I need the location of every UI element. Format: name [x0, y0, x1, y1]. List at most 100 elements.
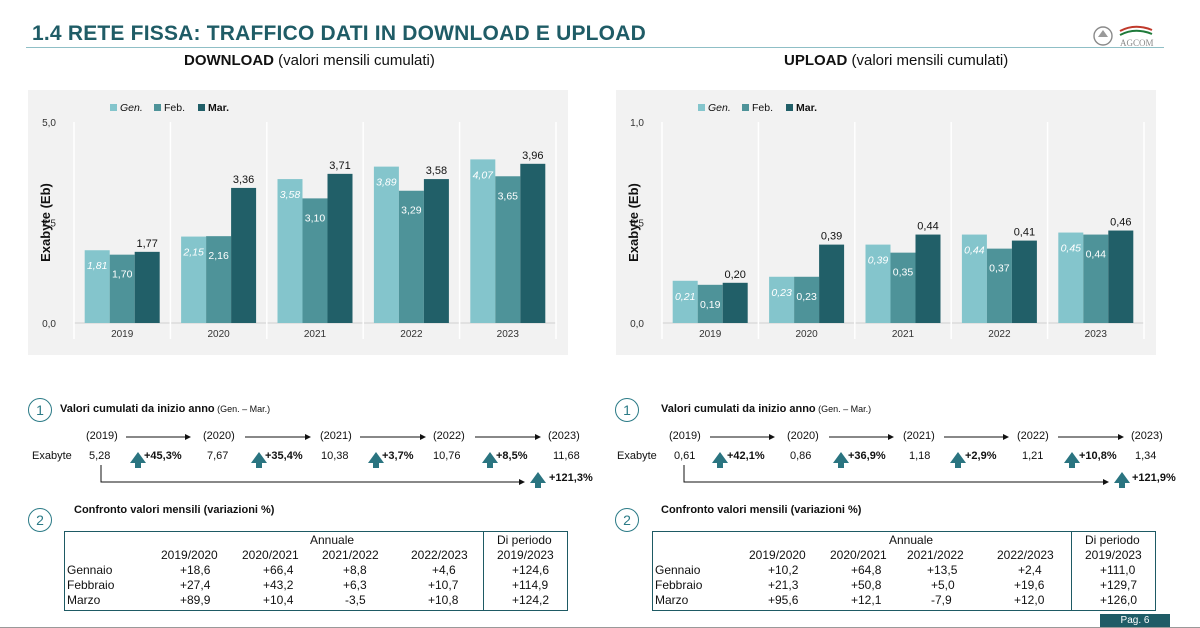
bar-mar-2022 [1011, 240, 1037, 323]
table-cell: +111,0 [1100, 563, 1136, 577]
table-cell: +124,2 [512, 593, 550, 607]
col-header: 2021/2022 [322, 548, 379, 562]
table-cell: +10,8 [428, 593, 459, 607]
table-cell: +12,0 [1014, 593, 1045, 607]
bar-feb-2022 [398, 190, 424, 323]
data-label: 0,45 [1061, 243, 1082, 255]
bar-feb-2022 [986, 248, 1012, 323]
bar-feb-2020 [794, 276, 820, 323]
table-cell: +95,6 [768, 593, 799, 607]
x-tick-label: 2022 [400, 329, 423, 340]
flow-year: (2021) [320, 430, 352, 442]
legend-swatch [154, 104, 161, 111]
flow-value: 10,76 [433, 450, 461, 462]
flow-change: +2,9% [965, 450, 997, 462]
data-label: 3,58 [426, 165, 447, 177]
bar-mar-2019 [722, 282, 748, 323]
data-label: 0,44 [917, 221, 938, 233]
up-arrow-icon [130, 452, 146, 468]
table-cell: +114,9 [512, 578, 549, 592]
upload-section-2-title: Confronto valori mensili (variazioni %) [661, 504, 862, 516]
data-label: 2,16 [208, 250, 229, 262]
row-label: Marzo [655, 593, 689, 607]
flow-value: 0,86 [790, 450, 812, 462]
up-arrow-icons [712, 452, 1130, 488]
bar-gen-2020 [181, 236, 207, 323]
table-cell: +5,0 [931, 578, 955, 592]
legend-swatch [110, 104, 117, 111]
section-1-subtitle: (Gen. – Mar.) [214, 404, 271, 414]
data-label: 1,70 [112, 269, 133, 281]
data-label: 4,07 [473, 169, 495, 181]
x-tick-label: 2022 [988, 329, 1011, 340]
up-arrow-icon [251, 452, 267, 468]
up-arrow-icon [482, 452, 498, 468]
table-cell: +12,1 [851, 593, 882, 607]
flow-year: (2022) [433, 430, 465, 442]
header-periodo: Di periodo [497, 533, 552, 547]
data-label: 0,39 [821, 231, 842, 243]
legend-label: Mar. [796, 102, 817, 114]
header-periodo: Di periodo [1085, 533, 1140, 547]
table-cell: +6,3 [343, 578, 367, 592]
flow-year: (2020) [203, 430, 235, 442]
col-header: 2022/2023 [411, 548, 468, 562]
download-heading-rest: (valori mensili cumulati) [274, 52, 435, 69]
bar-feb-2020 [206, 236, 232, 323]
y-tick-label: 0,5 [630, 219, 644, 230]
flow-value: 7,67 [207, 450, 229, 462]
data-label: 3,89 [376, 177, 397, 189]
flow-unit: Exabyte [617, 450, 657, 462]
data-label: 0,23 [796, 291, 817, 303]
total-arrow [100, 465, 525, 485]
data-label: 3,71 [329, 160, 350, 172]
y-tick-label: 0,0 [42, 319, 56, 330]
page-number: Pag. 6 [1100, 614, 1170, 628]
data-label: 2,15 [182, 247, 204, 259]
up-arrow-icon [712, 452, 728, 468]
y-tick-label: 2,5 [42, 219, 56, 230]
bar-mar-2023 [520, 163, 546, 323]
flow-value: 10,38 [321, 450, 349, 462]
data-label: 1,77 [136, 238, 157, 250]
data-label: 3,36 [233, 174, 254, 186]
table-cell: +21,3 [768, 578, 799, 592]
bar-feb-2019 [697, 284, 723, 323]
table-cell: +10,4 [263, 593, 294, 607]
download-section-2-title: Confronto valori mensili (variazioni %) [74, 504, 275, 516]
table-cell: -7,9 [931, 593, 952, 607]
page-title: 1.4 RETE FISSA: TRAFFICO DATI IN DOWNLOA… [32, 22, 646, 45]
flow-year: (2023) [548, 430, 580, 442]
row-label: Gennaio [655, 563, 701, 577]
bar-gen-2021 [865, 244, 891, 323]
col-header: 2019/2020 [749, 548, 806, 562]
data-label: 0,37 [989, 263, 1010, 275]
col-header: 2021/2022 [907, 548, 964, 562]
upload-heading-rest: (valori mensili cumulati) [847, 52, 1009, 69]
col-header: 2022/2023 [997, 548, 1054, 562]
bar-mar-2021 [915, 234, 941, 323]
data-label: 0,23 [771, 287, 792, 299]
flow-unit: Exabyte [32, 450, 72, 462]
bar-mar-2022 [423, 179, 449, 323]
title-divider [26, 47, 1164, 48]
col-header: 2019/2023 [1085, 548, 1142, 562]
legend-swatch [786, 104, 793, 111]
table-divider [483, 532, 484, 610]
table-cell: +10,2 [768, 563, 799, 577]
upload-chart-panel: 0,0 0,5 1,0 Exabyte (Eb) Gen. Feb. Mar. 0,21 0,1… [616, 90, 1156, 355]
up-arrow-icon [950, 452, 966, 468]
legend-label: Feb. [752, 102, 773, 114]
upload-flow: (2019) (2020) (2021) (2022) (2023) Exaby… [588, 425, 1200, 495]
x-tick-label: 2019 [699, 329, 722, 340]
logo-text: AGCOM [1120, 38, 1154, 48]
download-bar-chart: 0,0 2,5 5,0 Exabyte (Eb) Gen. Feb. Mar. 1,81 1,7… [38, 102, 557, 340]
row-label: Febbraio [67, 578, 115, 592]
table-cell: +2,4 [1018, 563, 1042, 577]
table-cell: +4,6 [432, 563, 456, 577]
col-header: 2019/2023 [497, 548, 554, 562]
bar-gen-2023 [1058, 232, 1084, 323]
y-axis-label: Exabyte (Eb) [38, 183, 53, 262]
table-cell: +64,8 [851, 563, 882, 577]
legend-label: Mar. [208, 102, 229, 114]
